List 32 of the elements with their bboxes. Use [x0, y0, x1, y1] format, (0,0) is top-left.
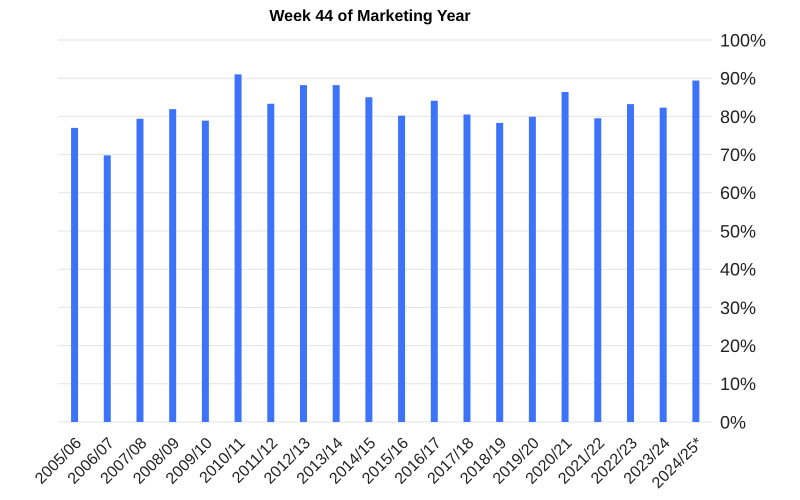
- y-tick-label: 70%: [720, 144, 756, 165]
- bar: [398, 116, 406, 422]
- bar: [365, 97, 372, 422]
- y-tick-label: 0%: [720, 412, 746, 432]
- bar: [267, 104, 274, 422]
- bar: [660, 108, 667, 422]
- y-tick-label: 20%: [720, 336, 756, 356]
- bar: [136, 118, 144, 422]
- y-tick-label: 60%: [720, 183, 756, 204]
- bar: [234, 74, 242, 422]
- bar: [332, 85, 340, 422]
- y-tick-label: 30%: [720, 298, 756, 318]
- bar: [71, 128, 78, 422]
- bar: [594, 118, 602, 422]
- y-tick-label: 10%: [720, 374, 756, 394]
- y-tick-label: 100%: [720, 30, 766, 50]
- y-tick-label: 50%: [720, 221, 756, 242]
- bar: [202, 120, 209, 422]
- bar: [496, 122, 504, 422]
- bar: [430, 100, 438, 422]
- bar: [169, 109, 176, 422]
- chart-title: Week 44 of Marketing Year: [268, 8, 472, 27]
- bar: [626, 104, 634, 422]
- y-tick-label: 40%: [720, 260, 756, 280]
- bar: [562, 92, 569, 422]
- bar: [528, 116, 536, 422]
- bar: [463, 114, 470, 422]
- y-tick-label: 90%: [720, 68, 756, 89]
- bar: [692, 80, 700, 422]
- bar: [104, 155, 111, 422]
- y-tick-label: 80%: [720, 106, 756, 127]
- bar: [300, 85, 307, 422]
